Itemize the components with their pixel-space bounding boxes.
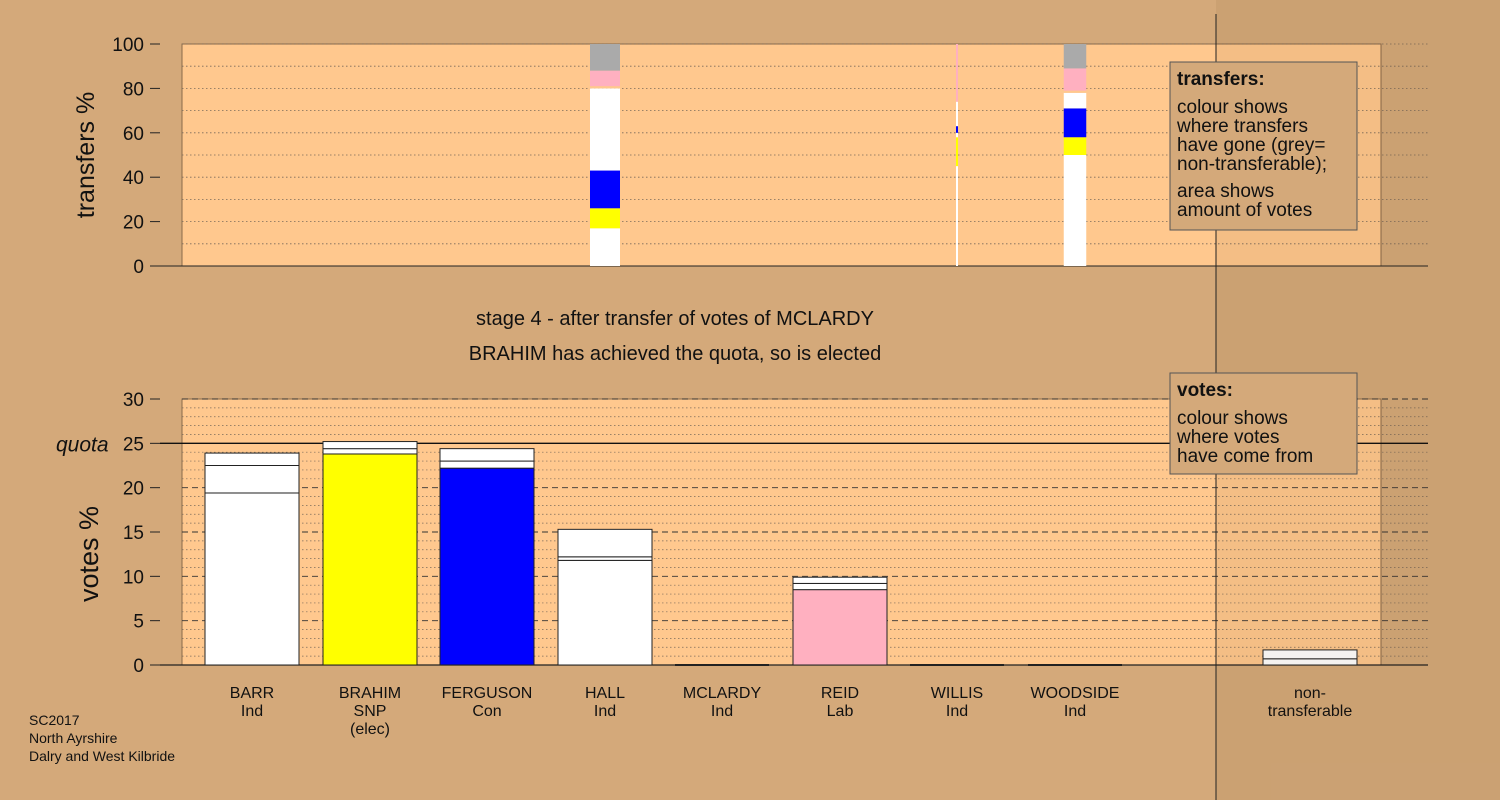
transfer-bar-woodside-segment (1063, 44, 1087, 69)
transfer-bar-willis-segment (956, 132, 958, 138)
votes-y-tick-label: 30 (123, 390, 144, 411)
transfer-bar-woodside-segment (1063, 92, 1087, 109)
nontransferable-label: non- (1294, 685, 1326, 702)
candidate-party-label: Ind (946, 703, 968, 720)
vote-bar-barr-segment (204, 465, 300, 494)
transfer-bar-willis-segment (956, 126, 958, 133)
vote-bar-ferguson-segment (439, 460, 535, 469)
vote-bar-hall-segment (557, 559, 653, 666)
votes-y-tick-label: 0 (133, 656, 144, 677)
candidate-name-label: BRAHIM (339, 685, 401, 702)
votes-legend-line: have come from (1177, 446, 1313, 467)
footer-line: SC2017 (29, 712, 80, 728)
candidate-name-label: REID (821, 685, 859, 702)
vote-bar-reid-segment (792, 589, 888, 666)
vote-bar-hall-segment (557, 528, 653, 558)
vote-bar-barr-segment (204, 452, 300, 467)
transfer-bar-willis-segment (956, 166, 958, 266)
candidate-party-label: Ind (711, 703, 733, 720)
transfer-bar-willis-segment (956, 137, 958, 167)
transfers-legend-box (1169, 61, 1358, 231)
vote-bar-brahim-segment (322, 448, 418, 455)
transfer-bar-willis-segment (956, 101, 958, 127)
votes-y-tick-label: 5 (133, 612, 144, 633)
candidate-name-label: BARR (230, 685, 274, 702)
transfer-bar-hall-segment (590, 70, 620, 87)
vote-bar-barr-segment (204, 492, 300, 666)
stage-title: stage 4 - after transfer of votes of MCL… (476, 308, 874, 330)
votes-y-tick-label: 25 (123, 434, 144, 455)
vote-bar-reid-segment (792, 576, 888, 584)
transfer-bar-hall-segment (590, 208, 620, 229)
quota-label: quota (56, 433, 109, 456)
transfers-legend-title: transfers: (1177, 69, 1265, 90)
transfer-bar-woodside-segment (1063, 137, 1087, 155)
stage-subtitle: BRAHIM has achieved the quota, so is ele… (469, 343, 881, 365)
candidate-name-label: WILLIS (931, 685, 983, 702)
transfer-bar-hall-segment (590, 170, 620, 209)
transfers-y-tick-label: 100 (112, 35, 144, 56)
votes-y-tick-label: 15 (123, 523, 144, 544)
votes-legend-title: votes: (1177, 380, 1233, 401)
transfer-bar-hall-segment (590, 88, 620, 171)
candidate-status-label: (elec) (350, 721, 390, 738)
votes-legend-box (1169, 372, 1358, 475)
candidate-party-label: SNP (354, 703, 387, 720)
vote-bar-brahim-segment (322, 441, 418, 450)
transfer-bar-hall-segment (590, 228, 620, 266)
transfers-legend-line: amount of votes (1177, 200, 1312, 221)
transfers-y-tick-label: 40 (123, 168, 144, 189)
transfer-bar-willis-segment (956, 44, 958, 102)
transfer-bar-hall-segment (590, 86, 620, 89)
transfers-y-tick-label: 80 (123, 79, 144, 100)
transfers-legend-line: have gone (grey= (1177, 135, 1325, 156)
transfers-y-tick-label: 0 (133, 257, 144, 278)
vote-bar-ferguson-segment (439, 467, 535, 666)
vote-bar-brahim-segment (322, 453, 418, 666)
transfers-y-tick-label: 20 (123, 213, 144, 234)
transfers-legend-line: where transfers (1176, 116, 1308, 137)
votes-legend-line: colour shows (1177, 408, 1288, 429)
vote-bar-reid-segment (792, 582, 888, 591)
vote-bar-hall-segment (557, 556, 653, 561)
candidate-name-label: HALL (585, 685, 625, 702)
candidate-name-label: WOODSIDE (1031, 685, 1120, 702)
votes-y-tick-label: 20 (123, 479, 144, 500)
footer-line: North Ayrshire (29, 730, 118, 746)
candidate-party-label: Con (472, 703, 501, 720)
votes-legend-line: where votes (1176, 427, 1279, 448)
vote-bar-ferguson-segment (439, 448, 535, 462)
transfer-bar-woodside-segment (1063, 68, 1087, 91)
transfers-y-axis-label: transfers % (72, 92, 100, 218)
transfer-bar-hall-segment (590, 44, 620, 71)
transfer-bar-woodside-segment (1063, 90, 1087, 93)
nontransferable-label: transferable (1268, 703, 1353, 720)
transfers-legend-line: area shows (1177, 181, 1274, 202)
transfers-legend-line: non-transferable); (1177, 154, 1327, 175)
transfer-bar-woodside-segment (1063, 155, 1087, 266)
candidate-party-label: Ind (241, 703, 263, 720)
candidate-party-label: Ind (594, 703, 616, 720)
votes-y-axis-label: votes % (74, 506, 104, 602)
vote-bar-nontransferable-segment (1262, 649, 1358, 660)
transfers-y-tick-label: 60 (123, 124, 144, 145)
candidate-name-label: MCLARDY (683, 685, 762, 702)
transfers-legend-line: colour shows (1177, 97, 1288, 118)
votes-y-tick-label: 10 (123, 567, 144, 588)
transfer-bar-woodside-segment (1063, 108, 1087, 138)
candidate-party-label: Ind (1064, 703, 1086, 720)
candidate-party-label: Lab (827, 703, 854, 720)
footer-line: Dalry and West Kilbride (29, 748, 175, 764)
candidate-name-label: FERGUSON (442, 685, 533, 702)
